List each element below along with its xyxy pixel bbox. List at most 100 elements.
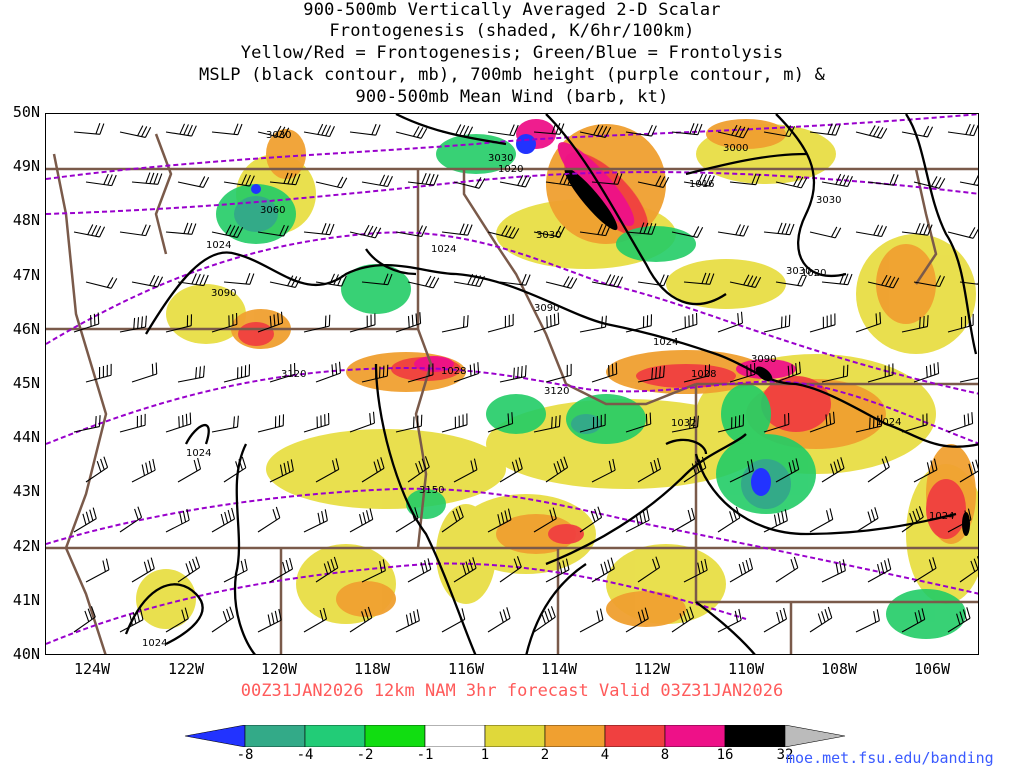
wind-barb	[407, 363, 434, 383]
wind-barb	[947, 412, 974, 433]
wind-barb	[119, 224, 151, 237]
wind-barb	[809, 226, 842, 239]
colorbar: -8 -4 -2 -1 1 2 4 8 16 32	[0, 725, 1024, 768]
wind-barb	[211, 606, 235, 633]
wind-barb	[959, 556, 978, 583]
wind-barb	[533, 312, 560, 333]
wind-barb	[809, 508, 834, 533]
wind-barb	[303, 123, 335, 138]
mslp-label: 1024	[929, 511, 954, 522]
wind-barb	[901, 222, 933, 236]
wind-barb	[223, 364, 251, 383]
wind-barb	[165, 222, 197, 235]
wind-barb	[361, 559, 386, 583]
colorbar-label: 4	[600, 747, 610, 763]
wind-barb	[395, 609, 420, 633]
wind-barb	[487, 225, 520, 239]
wind-barb	[223, 558, 248, 583]
wind-barb	[717, 311, 743, 333]
wind-barb	[867, 558, 892, 583]
wind-barb	[683, 173, 715, 187]
wind-barb	[131, 458, 156, 483]
wind-barb	[947, 508, 972, 533]
wind-barb	[775, 274, 807, 287]
wind-barb	[119, 413, 146, 433]
wind-barb	[763, 607, 788, 633]
wind-barb	[487, 313, 514, 333]
wind-barb	[499, 174, 532, 188]
wind-barb	[85, 363, 112, 383]
wind-barb	[453, 177, 486, 189]
lat-label-49n: 49N	[12, 157, 40, 175]
height-label: 3090	[211, 288, 236, 299]
wind-barb	[349, 123, 381, 136]
wind-barb	[545, 173, 577, 187]
lat-label-44n: 44N	[12, 428, 40, 446]
wind-barb	[821, 364, 849, 383]
height-label: 3030	[786, 266, 811, 277]
wind-barb	[683, 272, 715, 285]
wind-barb	[211, 415, 239, 433]
wind-barb	[855, 125, 888, 139]
wind-barb	[763, 222, 795, 236]
wind-barb	[223, 456, 247, 483]
wind-barb	[729, 362, 756, 383]
wind-barb	[913, 176, 946, 189]
wind-barb	[775, 175, 808, 189]
wind-barb	[625, 314, 653, 333]
wind-barb	[85, 173, 117, 187]
colorbar-label: 16	[716, 747, 734, 763]
wind-barb	[85, 456, 109, 483]
title-line-1: 900-500mb Vertically Averaged 2-D Scalar	[303, 0, 721, 20]
wind-barb	[177, 273, 209, 287]
wind-barb	[579, 506, 603, 533]
wind-barb	[85, 277, 118, 289]
wind-barb	[303, 607, 328, 633]
wind-barb	[441, 315, 469, 333]
wind-barb	[855, 224, 887, 238]
frontogenesis-shading	[136, 119, 978, 639]
wind-barb	[763, 412, 790, 433]
wind-barb	[809, 313, 836, 333]
height-label: 3030	[816, 195, 841, 206]
wind-barb	[453, 458, 478, 483]
wind-barb	[763, 125, 795, 138]
wind-barb	[499, 457, 523, 483]
colorbar-bin	[244, 725, 306, 747]
colorbar-label: -4	[296, 747, 314, 763]
wind-barb	[453, 557, 477, 583]
height-label: 3120	[544, 386, 569, 397]
wind-barb	[625, 124, 657, 137]
wind-barb	[867, 274, 900, 289]
wind-barb	[257, 608, 282, 633]
wind-barb	[315, 458, 340, 483]
wind-barb	[177, 457, 202, 483]
wind-barb	[487, 124, 519, 137]
lat-label-45n: 45N	[12, 374, 40, 392]
wind-barb	[533, 507, 557, 533]
wind-barb	[901, 125, 934, 138]
wind-barb	[315, 273, 347, 287]
wind-barb	[223, 174, 255, 187]
wind-barb	[855, 507, 879, 533]
mslp-label: 1028	[691, 369, 716, 380]
wind-barb	[269, 172, 301, 186]
wind-barb	[729, 459, 754, 483]
colorbar-bin	[784, 725, 846, 747]
wind-barb	[729, 274, 762, 288]
mslp-label: 1020	[801, 268, 826, 279]
wind-barb	[775, 361, 801, 383]
lon-label-118w: 118W	[353, 660, 391, 678]
wind-barb	[73, 123, 105, 135]
title-line-2: Frontogenesis (shaded, K/6hr/100km)	[329, 21, 695, 41]
colorbar-bin	[424, 725, 486, 747]
wind-barb	[637, 556, 661, 583]
wind-barb	[959, 174, 978, 188]
wind-barb	[211, 312, 238, 333]
wind-barb	[177, 556, 201, 583]
colorbar-bin	[604, 725, 666, 747]
wind-barb	[73, 224, 106, 238]
lon-label-112w: 112W	[633, 660, 671, 678]
wind-barb	[349, 411, 375, 433]
lon-label-110w: 110W	[727, 660, 765, 678]
